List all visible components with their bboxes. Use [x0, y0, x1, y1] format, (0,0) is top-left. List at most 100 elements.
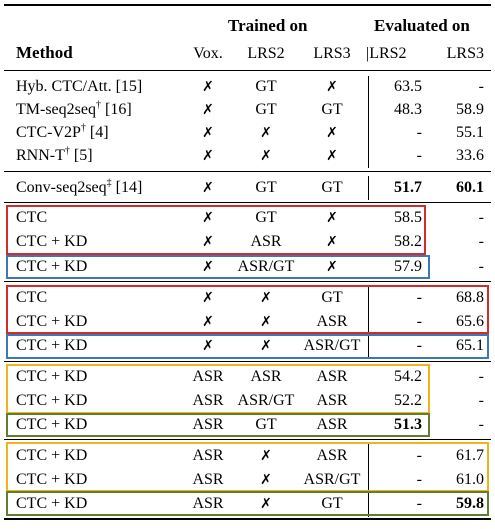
lrs2-train-cell: ✗: [260, 290, 272, 306]
table-row: CTC + KD ASR ✗ ASR/GT - 61.0: [0, 468, 495, 492]
lrs2-train-cell: ✗: [260, 448, 272, 464]
method-cell: CTC + KD: [16, 392, 88, 409]
lrs2-train-cell: GT: [255, 416, 277, 433]
method-footnote-mark: †: [95, 99, 101, 111]
method-cell: CTC + KD: [16, 447, 88, 464]
method-cell: CTC: [16, 209, 48, 226]
lrs2-train-cell: GT: [255, 209, 277, 226]
lrs3-train-cell: GT: [321, 495, 343, 512]
lrs3-train-cell: ASR/GT: [303, 471, 361, 488]
lrs2-eval-cell: 58.2: [394, 233, 422, 250]
lrs3-eval-cell: -: [478, 368, 484, 385]
lrs2-eval-cell: -: [416, 289, 422, 306]
header-lrs3: LRS3: [313, 45, 351, 62]
header-rule: [4, 70, 491, 71]
header-eval-lrs2: |LRS2: [366, 45, 407, 62]
header-method: Method: [16, 43, 73, 62]
lrs3-train-cell: ASR/GT: [303, 337, 361, 354]
lrs3-eval-cell: -: [478, 258, 484, 275]
lrs2-train-cell: ✗: [260, 472, 272, 488]
vox-cell: ASR: [192, 392, 224, 409]
vox-cell: ASR: [192, 495, 224, 512]
lrs2-eval-cell: 58.5: [394, 209, 422, 226]
method-footnote-mark: ‡: [106, 177, 112, 189]
vox-cell: ✗: [202, 180, 214, 196]
lrs2-eval-cell: -: [416, 124, 422, 141]
lrs2-train-cell: ASR/GT: [237, 258, 295, 275]
lrs3-eval-cell: 59.8: [456, 495, 484, 512]
lrs3-train-cell: GT: [321, 101, 343, 118]
lrs3-train-cell: ASR: [316, 368, 348, 385]
method-cell: CTC + KD: [16, 313, 88, 330]
method-cell: CTC + KD: [16, 233, 88, 250]
lrs2-eval-cell: 54.2: [394, 368, 422, 385]
lrs2-eval-cell: -: [416, 447, 422, 464]
lrs3-eval-cell: 33.6: [456, 147, 484, 164]
lrs2-train-cell: ASR/GT: [237, 392, 295, 409]
vox-cell: ✗: [202, 125, 214, 141]
method-cell: RNN-T† [5]: [16, 144, 93, 168]
vox-cell: ✗: [202, 290, 214, 306]
header-lrs2: LRS2: [247, 45, 285, 62]
section-rule-1: [4, 171, 491, 172]
lrs3-eval-cell: -: [478, 209, 484, 226]
lrs2-eval-cell: 57.9: [394, 258, 422, 275]
header-evaluated-on: Evaluated on: [374, 16, 470, 35]
table-row: CTC ✗ ✗ GT - 68.8: [0, 286, 495, 310]
lrs3-train-cell: ASR: [316, 416, 348, 433]
vox-cell: ✗: [202, 79, 214, 95]
lrs2-train-cell: GT: [255, 101, 277, 118]
lrs2-eval-cell: -: [416, 313, 422, 330]
method-ref: [16]: [100, 101, 132, 118]
vox-cell: ✗: [202, 210, 214, 226]
method-name: TM-seq2seq: [16, 101, 96, 118]
lrs3-train-cell: ASR: [316, 447, 348, 464]
method-ref: [5]: [69, 147, 93, 164]
lrs3-eval-cell: -: [478, 78, 484, 95]
lrs2-train-cell: ✗: [260, 338, 272, 354]
section-rule-3: [4, 281, 491, 282]
vox-cell: ✗: [202, 148, 214, 164]
vox-cell: ✗: [202, 102, 214, 118]
lrs3-train-cell: ✗: [326, 259, 338, 275]
section-rule-2: [4, 202, 491, 203]
lrs2-eval-cell: -: [416, 147, 422, 164]
table-row: CTC ✗ GT ✗ 58.5 -: [0, 206, 495, 230]
lrs2-train-cell: ASR: [250, 233, 282, 250]
lrs3-train-cell: ASR: [316, 313, 348, 330]
lrs3-eval-cell: 58.9: [456, 101, 484, 118]
eval-separator: [368, 443, 369, 517]
vox-cell: ASR: [192, 368, 224, 385]
method-cell: TM-seq2seq† [16]: [16, 98, 132, 122]
table-row: CTC + KD ASR ASR ASR 54.2 -: [0, 365, 495, 389]
header-eval-lrs3: LRS3: [446, 45, 484, 62]
lrs2-eval-cell: 63.5: [394, 78, 422, 95]
header-trained-on: Trained on: [228, 16, 308, 35]
table-row: Conv-seq2seq‡ [14] ✗ GT GT 51.7 60.1: [0, 176, 495, 200]
table-row: CTC + KD ✗ ✗ ASR - 65.6: [0, 310, 495, 334]
lrs2-train-cell: ✗: [260, 314, 272, 330]
method-cell: CTC + KD: [16, 416, 88, 433]
lrs2-train-cell: ASR: [250, 368, 282, 385]
method-cell: CTC + KD: [16, 368, 88, 385]
eval-separator: [368, 285, 369, 359]
lrs2-train-cell: ✗: [260, 125, 272, 141]
lrs2-eval-cell: -: [416, 495, 422, 512]
top-rule: [4, 4, 491, 6]
table-row: CTC + KD ASR ✗ ASR - 61.7: [0, 444, 495, 468]
vox-cell: ASR: [192, 416, 224, 433]
lrs2-eval-cell: 51.7: [394, 179, 422, 196]
lrs3-eval-cell: 60.1: [456, 179, 484, 196]
vox-cell: ASR: [192, 447, 224, 464]
vox-cell: ASR: [192, 471, 224, 488]
vox-cell: ✗: [202, 314, 214, 330]
header-vox: Vox.: [193, 45, 223, 62]
method-ref: [14]: [111, 179, 143, 196]
method-cell: CTC + KD: [16, 258, 88, 275]
method-ref: [4]: [85, 124, 109, 141]
table-row: CTC + KD ✗ ASR ✗ 58.2 -: [0, 230, 495, 254]
method-footnote-mark: †: [80, 122, 86, 134]
lrs3-train-cell: ✗: [326, 79, 338, 95]
bottom-rule: [4, 518, 491, 520]
method-cell: CTC: [16, 289, 48, 306]
